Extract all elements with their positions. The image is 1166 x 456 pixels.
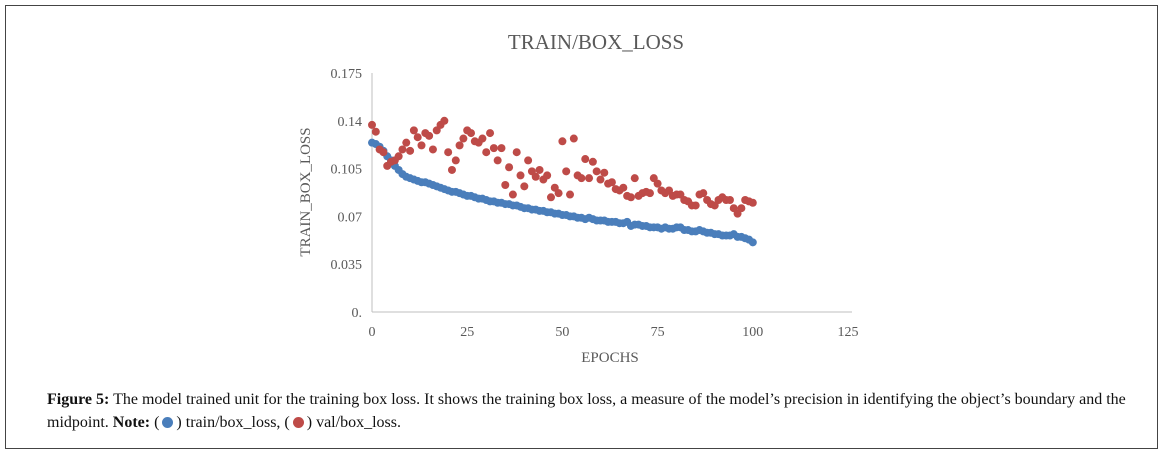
data-point [546,193,555,202]
x-tick-label: 125 [838,325,859,340]
data-point [645,189,654,198]
scatter-chart: TRAIN/BOX_LOSS TRAIN_BOX_LOSS EPOCHS 0.0… [298,30,859,366]
x-tick-label: 50 [555,325,569,340]
x-tick-label: 25 [460,325,474,340]
data-point [577,174,586,183]
data-point [653,179,662,188]
data-point [558,137,567,146]
data-point [478,134,487,143]
data-point [368,120,376,129]
data-point [520,182,529,191]
legend-val: ) val/box_loss. [306,414,401,431]
data-point [417,141,426,150]
y-tick-label: 0.175 [331,67,363,82]
train-legend-dot-icon [162,417,174,428]
data-point [569,134,578,143]
data-point [691,201,700,210]
x-tick-label: 0 [369,325,376,340]
figure-caption: Figure 5: The model trained unit for the… [47,388,1142,434]
data-point [508,190,517,199]
data-point [489,144,498,153]
data-point [451,156,460,165]
val-legend-dot-icon [292,417,304,428]
data-point [699,189,708,198]
y-tick-label: 0.14 [338,115,363,130]
data-point [566,190,575,199]
data-point [493,156,502,165]
note-label: Note: [112,414,151,431]
data-point [512,148,521,157]
data-point [600,168,609,177]
caption-text: The model trained unit for the training … [47,391,1126,431]
y-axis-label: TRAIN_BOX_LOSS [298,127,314,256]
data-point [562,167,571,176]
data-point [592,167,601,176]
x-axis-label: EPOCHS [581,350,639,366]
data-point [524,156,533,165]
data-point [467,129,476,138]
data-point [581,155,590,164]
data-point [440,116,449,125]
data-point [447,165,456,174]
data-point [394,152,403,161]
data-point [398,145,407,154]
data-point [505,163,514,172]
chart-title: TRAIN/BOX_LOSS [508,30,684,54]
data-point [379,148,388,157]
data-point [497,144,506,153]
data-point [748,198,757,207]
x-tick-label: 75 [651,325,665,340]
data-point [444,148,453,157]
data-point [543,171,552,180]
data-point [482,148,491,157]
data-point [413,133,422,142]
data-point [748,238,757,247]
data-point [455,141,464,150]
data-point [531,172,540,181]
data-point [607,178,616,187]
data-point [588,157,597,166]
series-val-box_loss [368,116,757,218]
data-point [428,145,437,154]
data-point [630,174,639,183]
figure-frame [5,5,1158,449]
data-point [585,174,594,183]
x-tick-label: 100 [742,325,763,340]
y-tick-label: 0.07 [338,210,363,225]
data-point [535,165,544,174]
data-point [406,146,415,155]
data-point [626,193,635,202]
data-point [459,134,468,143]
data-point [516,171,525,180]
y-tick-label: 0.035 [331,258,363,273]
data-point [725,196,734,205]
y-tick-label: 0. [352,306,363,321]
data-point [596,175,605,184]
data-point [402,138,411,147]
data-point [371,127,380,136]
legend-train: ) train/box_loss, ( [176,414,290,431]
y-tick-label: 0.105 [331,163,363,178]
data-point [501,180,510,189]
figure-label: Figure 5: [47,391,110,408]
data-point [409,126,418,135]
data-point [486,129,495,138]
data-point [737,204,746,213]
data-point [554,189,563,198]
data-point [619,183,628,192]
data-point [425,131,434,140]
caption-paren: ( [150,414,160,431]
